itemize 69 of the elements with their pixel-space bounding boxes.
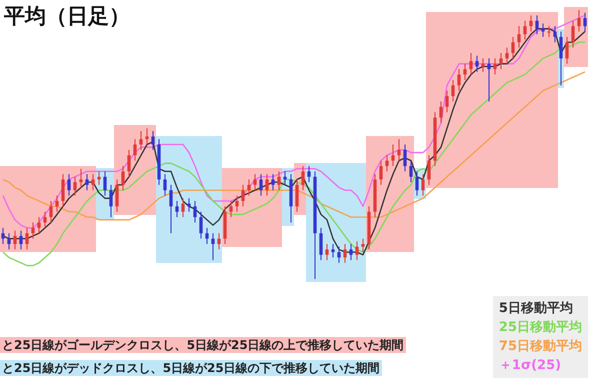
candlestick: [517, 26, 521, 48]
candlestick: [151, 130, 155, 150]
text: と25日線がデッドクロスし、5日線が25日線の下で推移していた期間: [0, 360, 382, 376]
candlestick: [37, 216, 41, 234]
candlestick: [199, 211, 203, 240]
candlestick: [127, 149, 131, 178]
candlestick: [409, 160, 413, 183]
candlestick: [277, 170, 281, 191]
candlestick: [295, 178, 299, 212]
candlestick: [397, 138, 401, 162]
candlestick: [229, 200, 233, 218]
candlestick: [565, 36, 569, 64]
candlestick: [445, 90, 449, 113]
candlestick: [13, 230, 17, 250]
candlestick: [307, 166, 311, 183]
candlestick: [301, 166, 305, 191]
chart-title: 平均（日足）: [4, 3, 130, 30]
candlestick: [379, 160, 383, 186]
candlestick: [31, 222, 35, 240]
candlestick: [427, 154, 431, 186]
candlestick: [577, 10, 581, 32]
candlestick: [535, 14, 539, 35]
candlestick: [469, 52, 473, 76]
candlestick: [85, 174, 89, 191]
candlestick: [553, 26, 557, 43]
candlestick: [241, 184, 245, 207]
text: と25日線がゴールデンクロスし、5日線が25日線の上で推移していた期間: [0, 337, 406, 353]
candlestick: [571, 20, 575, 48]
candlestick: [523, 20, 527, 40]
candlestick: [7, 232, 11, 250]
candlestick: [319, 227, 323, 261]
candlestick: [337, 246, 341, 264]
candlestick: [505, 47, 509, 64]
candlestick: [583, 12, 587, 32]
candlestick: [133, 138, 137, 162]
candlestick: [187, 198, 191, 212]
candlestick: [139, 130, 143, 150]
candlestick: [235, 195, 239, 212]
candlestick: [175, 200, 179, 218]
candlestick: [181, 198, 185, 218]
candlestick: [457, 68, 461, 92]
candlestick: [271, 174, 275, 191]
candlestick: [463, 63, 467, 80]
candlestick: [253, 174, 257, 191]
text: 5日移動平均: [498, 300, 574, 318]
candlestick: [403, 144, 407, 172]
candlestick: [115, 178, 119, 212]
candlestick: [19, 230, 23, 250]
candlestick: [73, 176, 77, 196]
candlestick: [325, 244, 329, 261]
candlestick: [211, 232, 215, 261]
candlestick: [499, 52, 503, 70]
candlestick: [61, 174, 65, 207]
text: ＋1σ(25): [498, 357, 562, 375]
candlestick: [349, 244, 353, 261]
candlestick: [55, 195, 59, 212]
text: 25日移動平均: [498, 319, 582, 337]
candlestick: [43, 211, 47, 228]
candlestick: [547, 26, 551, 38]
candlestick: [343, 244, 347, 264]
candlestick: [217, 232, 221, 250]
candlestick: [91, 174, 95, 191]
candlestick: [355, 240, 359, 261]
candlestick: [475, 55, 479, 72]
candlestick: [121, 166, 125, 191]
text: 75日移動平均: [498, 338, 582, 356]
candlestick: [385, 154, 389, 172]
candlestick: [169, 184, 173, 234]
candlestick: [109, 184, 113, 218]
